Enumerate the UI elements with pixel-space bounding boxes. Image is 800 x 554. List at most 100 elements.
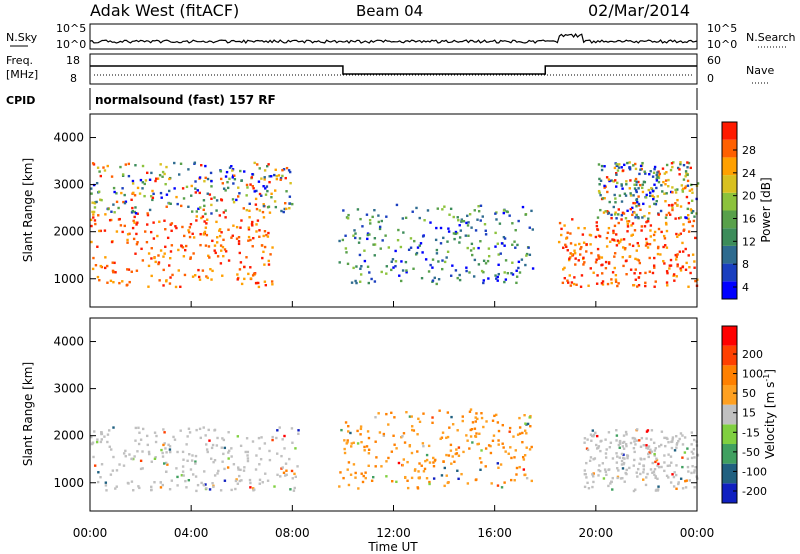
data-cell (170, 222, 174, 225)
data-cell (515, 269, 518, 272)
data-cell (96, 166, 100, 169)
data-cell (416, 433, 419, 436)
data-cell (104, 213, 107, 216)
data-cell (110, 240, 114, 244)
data-cell (258, 209, 262, 212)
data-cell (489, 444, 492, 448)
data-cell (684, 175, 687, 178)
data-cell (670, 204, 674, 207)
data-cell (361, 480, 365, 484)
data-cell (338, 239, 341, 243)
data-cell (267, 163, 270, 166)
data-cell (615, 452, 618, 455)
data-cell (562, 246, 565, 249)
data-cell (155, 177, 158, 180)
y-tick-label: 3000 (53, 382, 84, 396)
data-cell (239, 444, 243, 448)
data-cell (473, 209, 476, 212)
data-cell (459, 229, 463, 232)
data-cell (252, 187, 255, 190)
data-cell (683, 228, 686, 231)
data-cell (638, 261, 642, 265)
data-cell (633, 187, 637, 190)
data-cell (451, 455, 454, 458)
data-cell (564, 243, 567, 247)
data-cell (633, 458, 636, 462)
data-cell (146, 223, 149, 226)
data-cell (470, 242, 474, 246)
data-cell (470, 226, 473, 229)
data-cell (637, 202, 641, 206)
data-cell (104, 266, 107, 270)
data-cell (666, 284, 669, 287)
data-cell (654, 460, 657, 464)
data-cell (644, 196, 648, 199)
data-cell (267, 231, 270, 235)
data-cell (190, 194, 193, 197)
data-cell (239, 169, 242, 173)
data-cell (356, 429, 359, 433)
data-cell (613, 252, 617, 255)
data-cell (626, 209, 629, 213)
data-cell (623, 192, 627, 195)
data-cell (443, 466, 446, 470)
data-cell (251, 224, 254, 227)
data-cell (134, 164, 137, 167)
data-cell (100, 432, 104, 436)
data-cell (161, 175, 164, 178)
data-cell (170, 244, 174, 247)
data-cell (427, 444, 431, 448)
data-cell (159, 191, 163, 195)
data-cell (694, 279, 697, 283)
data-cell (234, 487, 237, 491)
data-cell (169, 256, 172, 260)
data-cell (638, 172, 641, 176)
data-cell (359, 217, 362, 221)
data-cell (445, 256, 448, 259)
data-cell (249, 486, 252, 489)
data-cell (624, 217, 628, 220)
data-cell (262, 216, 266, 219)
data-cell (131, 206, 134, 210)
data-cell (136, 241, 139, 244)
data-cell (676, 203, 679, 207)
data-cell (112, 426, 115, 429)
data-cell (506, 271, 510, 275)
data-cell (653, 239, 656, 242)
data-cell (458, 278, 462, 282)
data-cell (188, 431, 192, 434)
data-cell (228, 166, 232, 169)
data-cell (219, 170, 223, 173)
data-cell (134, 439, 137, 442)
data-cell (159, 486, 163, 489)
data-cell (588, 233, 592, 237)
data-cell (655, 173, 658, 177)
data-cell (364, 471, 367, 474)
data-cell (375, 456, 378, 459)
data-cell (641, 186, 644, 190)
data-cell (221, 245, 225, 249)
data-cell (218, 229, 221, 232)
data-cell (528, 416, 531, 419)
data-cell (213, 196, 216, 199)
data-cell (673, 279, 676, 282)
data-cell (225, 170, 229, 174)
colorbar-tick-label: 50 (742, 387, 756, 400)
data-cell (401, 435, 404, 438)
data-cell (139, 459, 143, 463)
data-cell (134, 212, 138, 215)
data-cell (290, 427, 294, 430)
data-cell (367, 448, 371, 451)
data-cell (433, 276, 436, 280)
data-cell (645, 444, 648, 447)
data-cell (158, 220, 161, 223)
data-cell (504, 259, 508, 262)
data-cell (163, 431, 166, 434)
data-cell (657, 213, 660, 216)
data-cell (609, 240, 612, 243)
data-cell (515, 281, 518, 285)
data-cell (253, 488, 256, 491)
data-cell (174, 285, 178, 289)
data-cell (649, 448, 652, 451)
data-cell (103, 229, 107, 232)
